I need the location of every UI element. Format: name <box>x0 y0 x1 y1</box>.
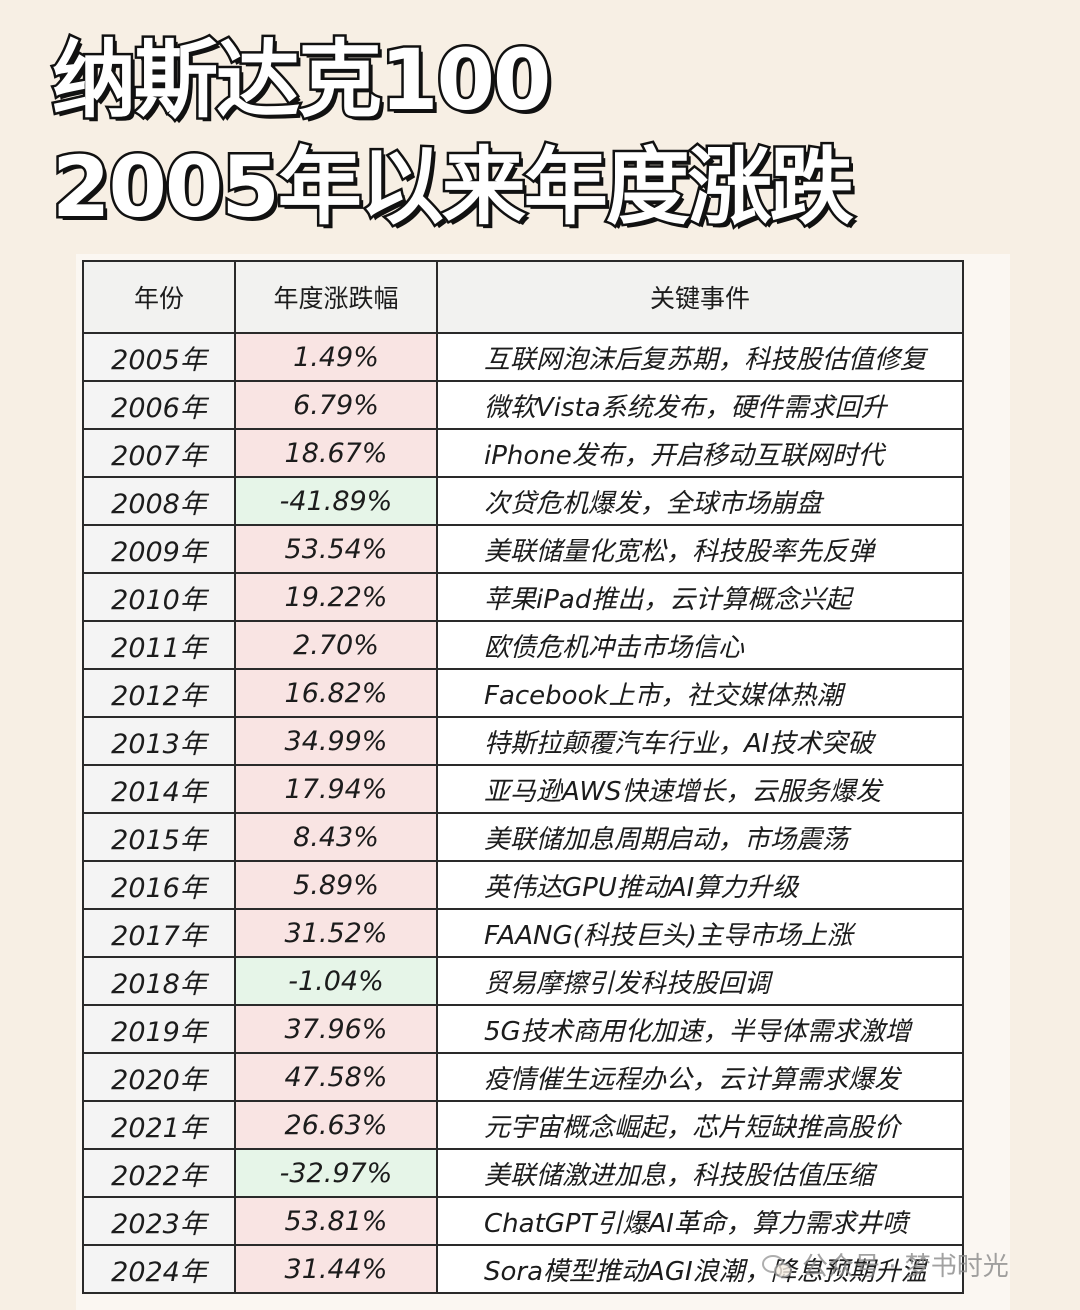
change-cell: 2.70% <box>234 620 438 670</box>
page-title: 纳斯达克100 2005年以来年度涨跌 <box>50 28 857 242</box>
change-cell: 5.89% <box>234 860 438 910</box>
year-cell: 2023年 <box>82 1196 236 1246</box>
event-cell: 美联储量化宽松，科技股率先反弹 <box>436 524 964 574</box>
wechat-icon <box>762 1253 792 1278</box>
event-cell: Sora模型推动AGI浪潮，降息预期升温 <box>436 1244 964 1294</box>
table-row: 2024年 31.44% Sora模型推动AGI浪潮，降息预期升温 <box>82 1244 964 1294</box>
table-row: 2022年 -32.97% 美联储激进加息，科技股估值压缩 <box>82 1148 964 1198</box>
annual-change-table: 年份 年度涨跌幅 关键事件 2005年 1.49% 互联网泡沫后复苏期，科技股估值修… <box>82 260 964 1294</box>
header-change: 年度涨跌幅 <box>234 260 438 334</box>
watermark: 公众号 · 梦书时光 <box>762 1246 1009 1283</box>
table-row: 2009年 53.54% 美联储量化宽松，科技股率先反弹 <box>82 524 964 574</box>
change-cell: 53.54% <box>234 524 438 574</box>
event-cell: 微软Vista系统发布，硬件需求回升 <box>436 380 964 430</box>
year-cell: 2007年 <box>82 428 236 478</box>
event-cell: 互联网泡沫后复苏期，科技股估值修复 <box>436 332 964 382</box>
table-row: 2010年 19.22% 苹果iPad推出，云计算概念兴起 <box>82 572 964 622</box>
year-cell: 2015年 <box>82 812 236 862</box>
header-year: 年份 <box>82 260 236 334</box>
year-cell: 2016年 <box>82 860 236 910</box>
watermark-text: 公众号 · 梦书时光 <box>802 1252 1009 1282</box>
event-cell: ChatGPT引爆AI革命，算力需求井喷 <box>436 1196 964 1246</box>
event-cell: 欧债危机冲击市场信心 <box>436 620 964 670</box>
table-row: 2014年 17.94% 亚马逊AWS快速增长，云服务爆发 <box>82 764 964 814</box>
event-cell: 次贷危机爆发，全球市场崩盘 <box>436 476 964 526</box>
change-cell: -41.89% <box>234 476 438 526</box>
table-row: 2012年 16.82% Facebook上市，社交媒体热潮 <box>82 668 964 718</box>
year-cell: 2013年 <box>82 716 236 766</box>
header-event: 关键事件 <box>436 260 964 334</box>
table-row: 2005年 1.49% 互联网泡沫后复苏期，科技股估值修复 <box>82 332 964 382</box>
table-header-row: 年份 年度涨跌幅 关键事件 <box>82 260 964 334</box>
event-cell: 特斯拉颠覆汽车行业，AI技术突破 <box>436 716 964 766</box>
year-cell: 2005年 <box>82 332 236 382</box>
table-body: 2005年 1.49% 互联网泡沫后复苏期，科技股估值修复 2006年 6.79% 微软V… <box>82 332 964 1294</box>
year-cell: 2010年 <box>82 572 236 622</box>
table-row: 2011年 2.70% 欧债危机冲击市场信心 <box>82 620 964 670</box>
year-cell: 2019年 <box>82 1004 236 1054</box>
event-cell: 亚马逊AWS快速增长，云服务爆发 <box>436 764 964 814</box>
year-cell: 2011年 <box>82 620 236 670</box>
change-cell: 8.43% <box>234 812 438 862</box>
event-cell: 5G技术商用化加速，半导体需求激增 <box>436 1004 964 1054</box>
change-cell: 1.49% <box>234 332 438 382</box>
event-cell: FAANG(科技巨头)主导市场上涨 <box>436 908 964 958</box>
change-cell: 37.96% <box>234 1004 438 1054</box>
year-cell: 2006年 <box>82 380 236 430</box>
event-cell: 元宇宙概念崛起，芯片短缺推高股价 <box>436 1100 964 1150</box>
change-cell: -32.97% <box>234 1148 438 1198</box>
table-row: 2021年 26.63% 元宇宙概念崛起，芯片短缺推高股价 <box>82 1100 964 1150</box>
event-cell: 贸易摩擦引发科技股回调 <box>436 956 964 1006</box>
change-cell: 17.94% <box>234 764 438 814</box>
year-cell: 2020年 <box>82 1052 236 1102</box>
change-cell: 47.58% <box>234 1052 438 1102</box>
year-cell: 2008年 <box>82 476 236 526</box>
change-cell: 6.79% <box>234 380 438 430</box>
year-cell: 2021年 <box>82 1100 236 1150</box>
table-row: 2013年 34.99% 特斯拉颠覆汽车行业，AI技术突破 <box>82 716 964 766</box>
year-cell: 2017年 <box>82 908 236 958</box>
year-cell: 2022年 <box>82 1148 236 1198</box>
table-row: 2016年 5.89% 英伟达GPU推动AI算力升级 <box>82 860 964 910</box>
table-row: 2008年 -41.89% 次贷危机爆发，全球市场崩盘 <box>82 476 964 526</box>
table-row: 2017年 31.52% FAANG(科技巨头)主导市场上涨 <box>82 908 964 958</box>
year-cell: 2012年 <box>82 668 236 718</box>
title-line-1: 纳斯达克100 <box>50 29 554 132</box>
table-row: 2015年 8.43% 美联储加息周期启动，市场震荡 <box>82 812 964 862</box>
event-cell: iPhone发布，开启移动互联网时代 <box>436 428 964 478</box>
change-cell: 18.67% <box>234 428 438 478</box>
year-cell: 2018年 <box>82 956 236 1006</box>
event-cell: 英伟达GPU推动AI算力升级 <box>436 860 964 910</box>
title-line-2: 2005年以来年度涨跌 <box>50 136 857 239</box>
table-row: 2006年 6.79% 微软Vista系统发布，硬件需求回升 <box>82 380 964 430</box>
table-row: 2019年 37.96% 5G技术商用化加速，半导体需求激增 <box>82 1004 964 1054</box>
change-cell: 16.82% <box>234 668 438 718</box>
change-cell: -1.04% <box>234 956 438 1006</box>
event-cell: 美联储加息周期启动，市场震荡 <box>436 812 964 862</box>
event-cell: Facebook上市，社交媒体热潮 <box>436 668 964 718</box>
year-cell: 2024年 <box>82 1244 236 1294</box>
event-cell: 疫情催生远程办公，云计算需求爆发 <box>436 1052 964 1102</box>
year-cell: 2014年 <box>82 764 236 814</box>
change-cell: 34.99% <box>234 716 438 766</box>
event-cell: 苹果iPad推出，云计算概念兴起 <box>436 572 964 622</box>
event-cell: 美联储激进加息，科技股估值压缩 <box>436 1148 964 1198</box>
table-row: 2007年 18.67% iPhone发布，开启移动互联网时代 <box>82 428 964 478</box>
change-cell: 19.22% <box>234 572 438 622</box>
year-cell: 2009年 <box>82 524 236 574</box>
change-cell: 26.63% <box>234 1100 438 1150</box>
change-cell: 31.44% <box>234 1244 438 1294</box>
table-row: 2023年 53.81% ChatGPT引爆AI革命，算力需求井喷 <box>82 1196 964 1246</box>
table-row: 2018年 -1.04% 贸易摩擦引发科技股回调 <box>82 956 964 1006</box>
change-cell: 53.81% <box>234 1196 438 1246</box>
table-row: 2020年 47.58% 疫情催生远程办公，云计算需求爆发 <box>82 1052 964 1102</box>
change-cell: 31.52% <box>234 908 438 958</box>
